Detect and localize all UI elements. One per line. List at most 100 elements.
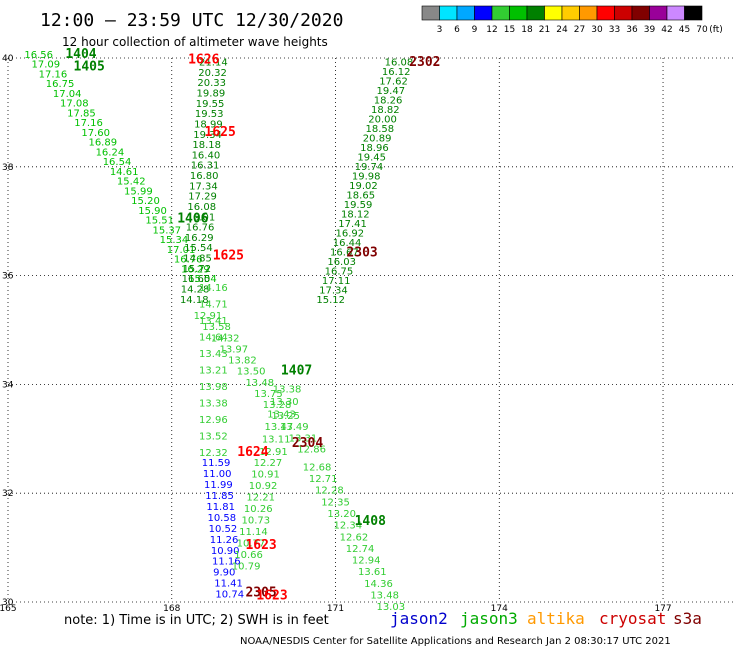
colorbar-label: 12 <box>486 25 497 35</box>
pass-number-label: 1626 <box>188 52 219 67</box>
wave-height-value: 18.99 <box>194 119 223 130</box>
wave-height-value: 17.34 <box>319 285 348 296</box>
colorbar-swatch <box>491 5 510 21</box>
wave-height-value: 13.49 <box>280 422 309 433</box>
wave-height-value: 14.71 <box>199 299 228 310</box>
wave-height-value: 10.73 <box>242 515 271 526</box>
y-tick-label: 40 <box>2 54 14 64</box>
wave-height-value: 12.68 <box>303 462 332 473</box>
wave-height-value: 11.99 <box>204 480 233 491</box>
wave-height-value: 13.25 <box>271 411 300 422</box>
wave-height-value: 16.08 <box>385 58 414 69</box>
wave-height-value: 13.82 <box>228 356 257 367</box>
colorbar-swatch <box>631 5 650 21</box>
wave-height-value: 19.59 <box>344 200 373 211</box>
wave-height-value: 10.66 <box>234 550 263 561</box>
wave-height-value: 10.77 <box>237 538 266 549</box>
colorbar-label: 15 <box>504 25 515 35</box>
pass-number-label: 1624 <box>237 445 268 460</box>
colorbar-label: 42 <box>661 25 672 35</box>
colorbar-swatch <box>666 5 685 21</box>
wave-height-value: 13.43 <box>199 349 228 360</box>
wave-height-value: 16.56 <box>24 50 53 61</box>
wave-height-value: 17.09 <box>31 60 60 71</box>
wave-height-value: 9.90 <box>213 568 235 579</box>
wave-height-value: 13.48 <box>370 591 399 602</box>
footer-note: note: 1) Time is in UTC; 2) SWH is in fe… <box>64 613 329 628</box>
wave-height-value: 10.92 <box>249 481 278 492</box>
wave-height-value: 10.91 <box>251 469 280 480</box>
wave-height-value: 15.54 <box>184 243 213 254</box>
wave-height-value: 14.32 <box>211 333 240 344</box>
legend-jason3: jason3 <box>460 609 518 628</box>
wave-height-value: 17.34 <box>189 181 218 192</box>
pass-number-label: 1623 <box>245 538 276 553</box>
wave-height-value: 15.72 <box>182 264 211 275</box>
wave-height-value: 15.54 <box>188 274 217 285</box>
wave-height-value: 16.60 <box>182 274 211 285</box>
wave-height-value: 12.71 <box>309 474 338 485</box>
axis-ticks: 165 168 171 174 177 30 32 34 36 38 40 <box>0 54 672 614</box>
pass-number-label: 1407 <box>281 364 312 379</box>
wave-height-value: 16.29 <box>185 233 214 244</box>
colorbar-label: 27 <box>574 25 585 35</box>
wave-height-value: 11.85 <box>205 491 234 502</box>
chart-subtitle: 12 hour collection of altimeter wave hei… <box>62 35 328 49</box>
wave-height-value: 17.11 <box>322 276 351 287</box>
legend-altika: altika <box>527 609 585 628</box>
wave-height-value: 17.01 <box>167 245 196 256</box>
wave-height-value: 10.90 <box>211 546 240 557</box>
wave-height-value: 19.02 <box>349 181 378 192</box>
wave-height-value: 16.31 <box>191 161 220 172</box>
wave-height-value: 14.16 <box>199 283 228 294</box>
wave-height-value: 13.31 <box>289 433 318 444</box>
wave-height-value: 12.86 <box>297 444 326 455</box>
wave-height-value: 12.62 <box>340 532 369 543</box>
colorbar-label: 70 <box>696 25 708 35</box>
wave-height-value: 15.42 <box>117 177 146 188</box>
satellite-tracks: 16.5617.0917.1616.7517.0417.0817.8517.16… <box>24 50 413 613</box>
pass-number-label: 1625 <box>205 125 236 140</box>
wave-height-value: 12.21 <box>246 492 275 503</box>
wave-height-value: 12.34 <box>333 521 362 532</box>
wave-height-value: 13.11 <box>262 435 291 446</box>
wave-height-value: 10.26 <box>244 504 273 515</box>
wave-height-value: 13.98 <box>199 382 228 393</box>
wave-height-value: 13.20 <box>327 509 356 520</box>
wave-height-value: 17.08 <box>60 99 89 110</box>
wave-height-value: 19.34 <box>193 130 222 141</box>
colorbar-label: 36 <box>626 25 638 35</box>
wave-height-value: 11.26 <box>210 535 239 546</box>
wave-height-value: 17.29 <box>188 192 217 203</box>
wave-height-value: 15.51 <box>145 216 174 227</box>
colorbar-label: 6 <box>454 25 460 35</box>
wave-height-value: 19.53 <box>195 109 224 120</box>
pass-number-label: 1408 <box>355 514 386 529</box>
wave-height-value: 13.38 <box>199 399 228 410</box>
colorbar-label: 21 <box>539 25 550 35</box>
colorbar-swatch <box>439 5 458 21</box>
wave-height-value: 11.59 <box>202 458 231 469</box>
x-tick-label: 174 <box>491 604 508 614</box>
pass-number-label: 1625 <box>213 248 244 263</box>
colorbar-label: 9 <box>472 25 478 35</box>
footer-credit: NOAA/NESDIS Center for Satellite Applica… <box>240 636 671 647</box>
y-tick-label: 38 <box>2 163 14 173</box>
colorbar-label: 39 <box>644 25 656 35</box>
wave-height-value: 18.58 <box>366 124 395 135</box>
colorbar-swatch <box>474 5 493 21</box>
wave-height-value: 12.27 <box>254 458 283 469</box>
y-tick-label: 34 <box>2 380 14 390</box>
wave-height-value: 10.79 <box>232 561 261 572</box>
wave-height-value: 16.54 <box>103 157 132 168</box>
colorbar-label: 30 <box>591 25 603 35</box>
wave-height-value: 18.18 <box>192 140 221 151</box>
wave-height-value: 16.03 <box>327 257 356 268</box>
wave-height-value: 14.36 <box>364 579 393 590</box>
wave-height-value: 19.74 <box>355 162 384 173</box>
y-tick-label: 32 <box>2 489 13 499</box>
wave-height-value: 17.04 <box>53 89 82 100</box>
wave-height-value: 15.34 <box>160 235 189 246</box>
wave-height-value: 20.32 <box>198 68 227 79</box>
wave-height-value: 15.12 <box>316 295 345 306</box>
